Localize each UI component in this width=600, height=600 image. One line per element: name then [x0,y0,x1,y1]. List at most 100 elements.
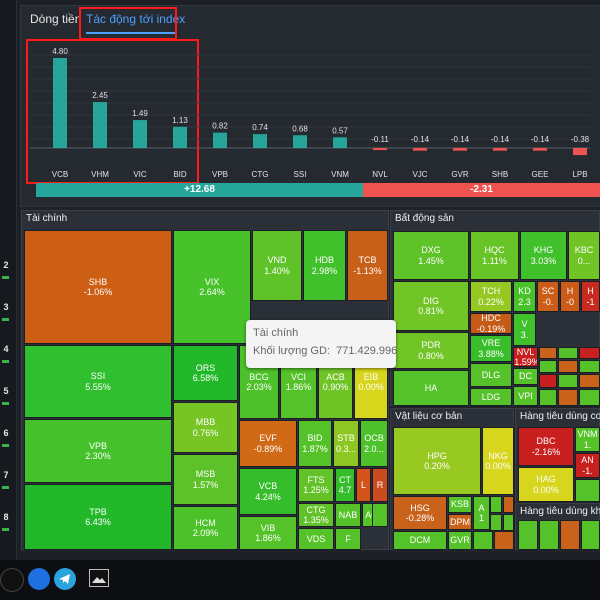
tile-v[interactable]: V 3. [513,313,536,346]
tile-evf[interactable]: EVF -0.89% [239,420,297,467]
tile-pdr[interactable]: PDR 0.80% [393,332,469,369]
tile-ssi[interactable]: SSI 5.55% [24,345,172,418]
tile-dpm[interactable]: DPM [448,514,472,530]
tile-fts[interactable]: FTS 1.25% [298,468,334,502]
tile-small[interactable] [503,514,514,531]
zalo-icon[interactable] [28,568,50,590]
tile-r[interactable]: R [372,468,388,502]
chart-bar-vcb[interactable] [53,58,67,148]
tile-small[interactable] [558,389,578,406]
tile-ldg[interactable]: LDG [470,388,512,406]
chart-bar-vpb[interactable] [213,132,227,148]
tile-vre[interactable]: VRE 3.88% [470,335,512,362]
tile-ha[interactable]: HA [393,370,469,406]
tile-kbc[interactable]: KBC 0... [568,231,600,280]
chart-bar-lpb[interactable] [573,148,587,156]
tile-l[interactable]: L [356,468,371,502]
telegram-icon[interactable] [54,568,76,590]
tile-vcb[interactable]: VCB 4.24% [239,468,297,515]
tile-small[interactable] [558,347,578,359]
tile-stb[interactable]: STB 0.3... [333,420,359,467]
tile-nkg[interactable]: NKG 0.00% [482,427,514,495]
tile-shb[interactable]: SHB -1.06% [24,230,172,344]
tab-money-flow[interactable]: Dòng tiền [30,12,82,26]
tile-hqc[interactable]: HQC 1.11% [470,231,519,280]
tile-dlg[interactable]: DLG [470,363,512,387]
chart-bar-vhm[interactable] [93,102,107,148]
tile-small[interactable] [539,374,557,388]
chart-bar-bid[interactable] [173,126,187,148]
chart-bar-vjc[interactable] [413,148,427,151]
tile-ksb[interactable]: KSB [448,496,472,513]
tile-sc[interactable]: SC -0. [537,281,559,312]
tile-nvl[interactable]: NVL-1.59% [513,347,538,367]
tile-small[interactable] [490,496,502,513]
tile-vnm[interactable]: VNM 1. [575,427,600,452]
tile-hdc[interactable]: HDC -0.19% [470,313,512,334]
tile-vpi[interactable]: VPI [513,386,538,406]
tile-small[interactable] [539,520,559,550]
tile-small[interactable] [579,374,600,388]
tile-hcm[interactable]: HCM 2.09% [173,506,238,550]
tile-small[interactable] [579,360,600,373]
tile-small[interactable] [490,514,502,531]
tile-ors[interactable]: ORS 6.58% [173,345,238,401]
tile-hag[interactable]: HAG 0.00% [518,467,574,502]
tile-gvr[interactable]: GVR [448,531,472,550]
tile-small[interactable] [494,531,514,550]
chart-bar-nvl[interactable] [373,148,387,151]
chart-bar-vic[interactable] [133,120,147,148]
tile-small[interactable] [575,479,600,502]
chart-bar-gvr[interactable] [453,148,467,151]
tile-h[interactable]: H -1 [581,281,600,312]
tile-tch[interactable]: TCH 0.22% [470,281,512,312]
chart-bar-gee[interactable] [533,148,547,151]
tile-small[interactable] [518,520,538,550]
tile-an[interactable]: AN -1. [575,453,600,478]
tile-h[interactable]: H -0 [560,281,580,312]
tile-small[interactable] [503,496,514,513]
tile-dxg[interactable]: DXG 1.45% [393,231,469,280]
tile-hdb[interactable]: HDB 2.98% [303,230,346,301]
tile-vix[interactable]: VIX 2.64% [173,230,251,344]
chart-bar-vnm[interactable] [333,137,347,148]
tile-hpg[interactable]: HPG 0.20% [393,427,481,495]
tile-tcb[interactable]: TCB -1.13% [347,230,388,301]
tile-small[interactable] [558,374,578,388]
tile-mbb[interactable]: MBB 0.76% [173,402,238,453]
tile-vnd[interactable]: VND 1.40% [252,230,302,301]
tile-small[interactable] [581,520,600,550]
tile-small[interactable] [372,503,388,527]
tile-dig[interactable]: DIG 0.81% [393,281,469,331]
tile-vpb[interactable]: VPB 2.30% [24,419,172,483]
tile-tpb[interactable]: TPB 6.43% [24,484,172,550]
chart-bar-ssi[interactable] [293,135,307,148]
tile-small[interactable] [579,389,600,406]
image-icon[interactable] [89,569,109,587]
tile-msb[interactable]: MSB 1.57% [173,454,238,505]
tile-nab[interactable]: NAB [335,503,361,527]
tile-f[interactable]: F [335,528,361,550]
tile-small[interactable] [539,347,557,359]
app-icon[interactable] [0,568,24,592]
tile-small[interactable] [579,347,600,359]
tile-small[interactable] [473,531,493,550]
tile-khg[interactable]: KHG 3.03% [520,231,567,280]
tile-dc[interactable]: DC [513,368,538,385]
tile-dcm[interactable]: DCM [393,531,447,550]
tile-bid[interactable]: BID 1.87% [298,420,332,467]
chart-bar-shb[interactable] [493,148,507,151]
tile-kd[interactable]: KD 2.3 [513,281,536,312]
tab-index-impact[interactable]: Tác động tới index [86,12,186,26]
tile-dbc[interactable]: DBC -2.16% [518,427,574,466]
tile-vds[interactable]: VDS [298,528,334,550]
tile-ct[interactable]: CT 4.7 [335,468,355,502]
chart-bar-ctg[interactable] [253,134,267,148]
tile-ctg[interactable]: CTG 1.35% [298,503,334,527]
tile-hsg[interactable]: HSG -0.28% [393,496,447,530]
tile-small[interactable] [560,520,580,550]
tile-ocb[interactable]: OCB 2.0... [360,420,388,467]
tile-small[interactable] [539,389,557,406]
tile-vib[interactable]: VIB 1.86% [239,516,297,550]
